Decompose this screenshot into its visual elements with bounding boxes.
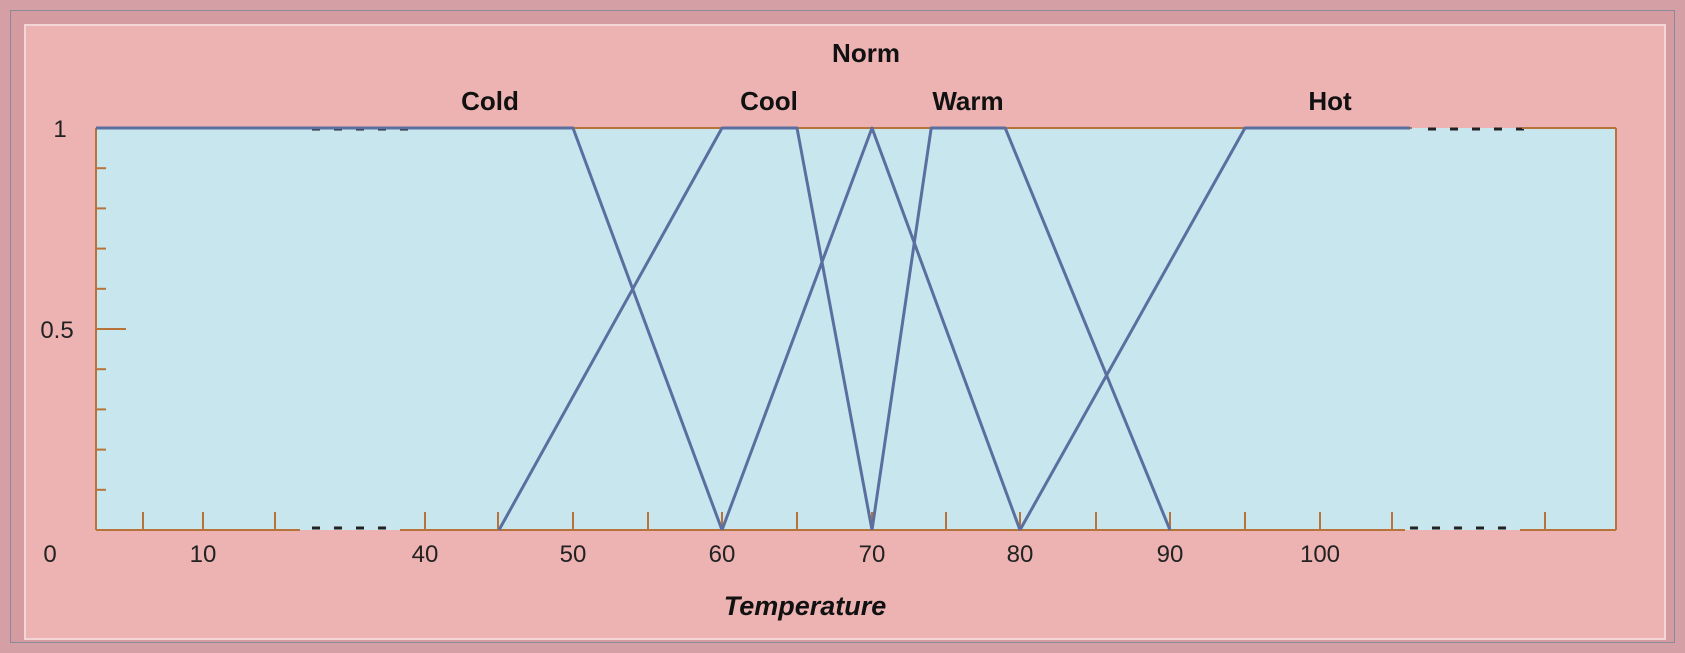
- membership-curve-cold: [96, 126, 724, 531]
- axes: [95, 127, 1617, 531]
- series-label-norm: Norm: [832, 38, 900, 68]
- membership-curve-cool: [497, 126, 874, 531]
- labels: 0 0.5 1 10 40 50 60 70 80 90 100 Cold Cool Norm Warm Ho…: [40, 38, 1352, 568]
- series-label-cold: Cold: [461, 86, 519, 116]
- x-tick-label: 70: [859, 541, 886, 568]
- x-tick-label: 50: [560, 541, 587, 568]
- x-tick-label: 100: [1300, 541, 1340, 568]
- y-tick-label: 0.5: [40, 317, 73, 344]
- membership-curves: [96, 126, 1410, 531]
- membership-curve-hot: [1018, 126, 1410, 531]
- x-tick-label: 40: [412, 541, 439, 568]
- y-tick-label: 1: [53, 116, 66, 143]
- ticks: [96, 167, 1546, 530]
- y-tick-label: 0: [43, 541, 56, 568]
- x-axis-title: Temperature: [724, 591, 887, 621]
- membership-curve-warm: [870, 126, 1172, 531]
- series-label-cool: Cool: [740, 86, 798, 116]
- x-tick-label: 90: [1157, 541, 1184, 568]
- x-tick-label: 80: [1007, 541, 1034, 568]
- membership-curve-norm: [720, 126, 1022, 531]
- plot-area: [96, 128, 1616, 530]
- x-tick-label: 60: [709, 541, 736, 568]
- x-tick-label: 10: [190, 541, 217, 568]
- series-label-hot: Hot: [1308, 86, 1352, 116]
- series-label-warm: Warm: [932, 86, 1003, 116]
